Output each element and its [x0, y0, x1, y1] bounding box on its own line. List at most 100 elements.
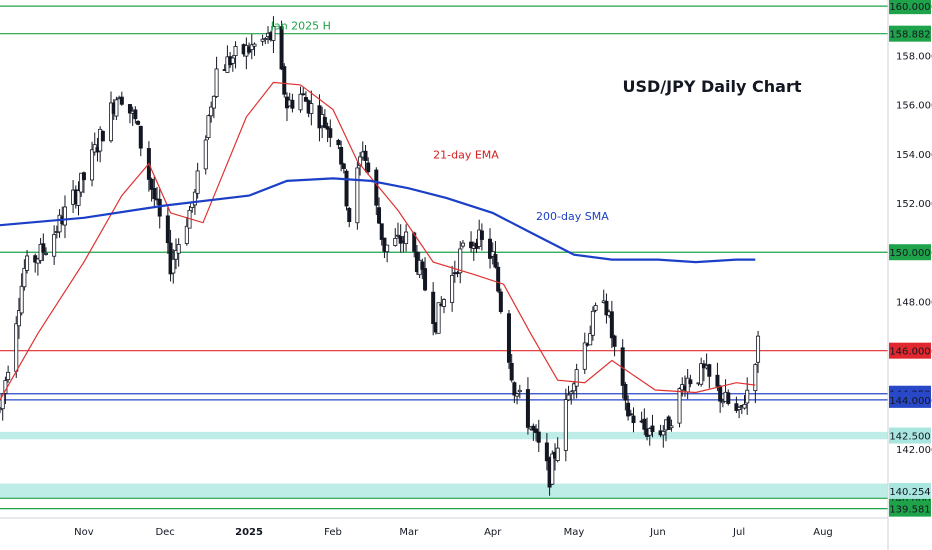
candle	[366, 157, 371, 175]
candle	[290, 93, 295, 113]
candle	[737, 406, 742, 419]
candle	[341, 162, 346, 174]
price-tag: 139.581	[889, 505, 930, 516]
candlestick-series	[0, 16, 761, 496]
x-tick-label: Jul	[732, 527, 745, 538]
candle	[214, 56, 219, 98]
x-tick-label: Mar	[399, 527, 419, 538]
candle	[152, 176, 157, 208]
candle	[328, 119, 333, 148]
candle	[284, 92, 289, 122]
candle	[412, 231, 417, 258]
price-tag-bg	[889, 500, 931, 517]
candle	[233, 41, 238, 69]
candle	[398, 224, 403, 253]
candle	[745, 377, 750, 415]
candle	[490, 242, 495, 265]
candle	[574, 363, 579, 399]
candle	[195, 162, 200, 199]
candle	[211, 95, 216, 119]
support-zone-1	[0, 483, 888, 499]
price-tag-bg	[889, 25, 931, 42]
candle	[25, 249, 30, 274]
candle	[325, 122, 330, 143]
candle	[550, 450, 555, 485]
candle	[252, 42, 257, 56]
candle	[395, 222, 400, 239]
candle	[336, 138, 341, 150]
candle	[685, 369, 690, 400]
candle	[344, 169, 349, 211]
candle	[631, 407, 636, 433]
candle	[612, 334, 617, 357]
y-tick-label: 142.000	[896, 445, 932, 456]
candle	[718, 384, 723, 413]
candle	[460, 240, 465, 249]
candle	[298, 86, 303, 113]
y-tick-label: 152.000	[896, 199, 932, 210]
x-tick-label: Nov	[74, 527, 94, 538]
x-tick-label: Jun	[649, 527, 666, 538]
x-tick-label: Feb	[324, 527, 342, 538]
candle	[593, 302, 598, 313]
x-tick-label: May	[564, 527, 585, 538]
candle	[515, 392, 520, 405]
candle	[136, 120, 141, 126]
candle	[393, 228, 398, 247]
candle	[753, 363, 758, 404]
candle	[666, 415, 671, 430]
x-tick-label: 2025	[235, 527, 263, 538]
candle	[626, 395, 631, 421]
candle	[263, 36, 268, 45]
candle	[184, 217, 189, 246]
candle	[165, 207, 170, 254]
candle	[688, 374, 693, 388]
x-tick-label: Aug	[813, 527, 833, 538]
candle	[642, 408, 647, 435]
candle	[742, 395, 747, 410]
candle	[423, 257, 428, 292]
candle	[382, 237, 387, 259]
candle	[726, 389, 731, 406]
candle	[133, 106, 138, 124]
candle	[301, 87, 306, 96]
candle	[582, 332, 587, 375]
x-tick-label: Apr	[484, 527, 502, 538]
candle	[525, 377, 530, 435]
candle	[379, 223, 384, 246]
annotation-1: 21-day EMA	[433, 149, 499, 162]
price-tag-bg	[889, 391, 931, 408]
candle	[52, 225, 57, 265]
candle	[230, 54, 235, 72]
candle	[203, 135, 208, 175]
y-tick-label: 156.000	[896, 101, 932, 112]
candle	[661, 425, 666, 448]
candle	[171, 249, 176, 284]
candle	[493, 241, 498, 269]
candle	[279, 20, 284, 71]
price-tag-bg	[889, 342, 931, 359]
price-tag: 158.882	[889, 30, 930, 41]
chart-title: USD/JPY Daily Chart	[623, 77, 802, 96]
zone-tag-bg	[889, 427, 931, 444]
candle	[531, 423, 536, 441]
candle	[628, 409, 633, 416]
candle	[566, 385, 571, 402]
candle	[35, 257, 40, 276]
candle	[260, 34, 265, 46]
candle	[623, 381, 628, 411]
candle	[6, 365, 11, 383]
candle	[149, 177, 154, 202]
candle	[347, 206, 352, 228]
candle	[431, 282, 436, 336]
series-21-day-ema	[0, 81, 756, 401]
candle	[90, 141, 95, 187]
candle	[441, 298, 446, 314]
candle	[569, 390, 574, 405]
candle	[76, 181, 81, 216]
candle	[206, 114, 211, 140]
price-tag-bg	[889, 0, 931, 15]
candle	[534, 424, 539, 442]
series-200-day-sma	[0, 177, 756, 264]
candle	[271, 16, 276, 53]
